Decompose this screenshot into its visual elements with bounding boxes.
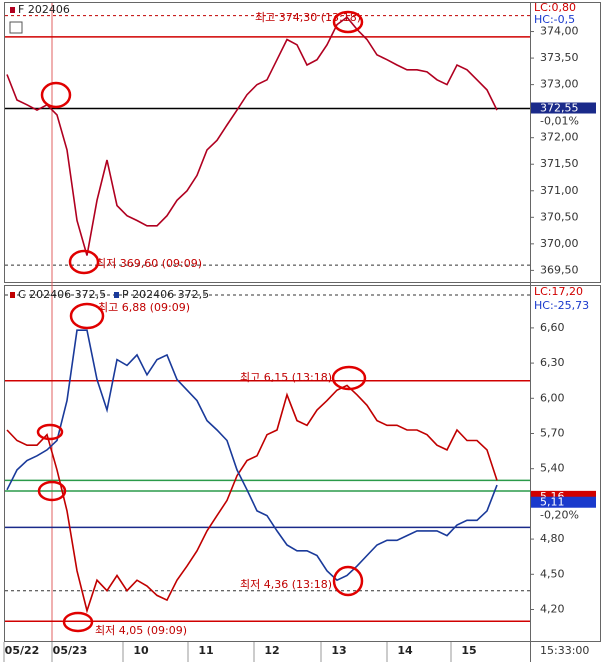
price-tag xyxy=(531,496,596,508)
price-line xyxy=(6,16,498,256)
info-label: HC:-0,5 xyxy=(534,13,575,26)
highlight-circle xyxy=(68,249,100,275)
x-tick-label: 12 xyxy=(264,644,279,657)
highlight-circle xyxy=(69,302,105,330)
price-tag-label: 372,55 xyxy=(540,102,579,115)
y-tick-label: 371,50 xyxy=(540,157,579,170)
y-tick-label: 5,70 xyxy=(540,426,565,439)
legend-label: P 202406 372,5 xyxy=(122,288,209,301)
y-tick-label: 370,50 xyxy=(540,210,579,223)
price-tag xyxy=(531,490,596,502)
x-tick-label: 10 xyxy=(133,644,149,657)
change-label: -0,01% xyxy=(540,115,579,128)
y-tick-label: 4,80 xyxy=(540,532,565,545)
x-tick-label: 15 xyxy=(461,644,476,657)
info-label: LC:17,20 xyxy=(534,285,583,298)
y-tick-label: 6,00 xyxy=(540,391,565,404)
highlight-circle xyxy=(62,611,94,633)
time-label: 15:33:00 xyxy=(540,644,589,657)
info-label: HC:-25,73 xyxy=(534,299,589,312)
y-tick-label: 370,00 xyxy=(540,237,579,250)
annotation: 최저 4,36 (13:18) xyxy=(240,578,332,591)
change-label: -0,20% xyxy=(540,509,579,522)
y-tick-label: 371,00 xyxy=(540,184,579,197)
x-tick-label: 11 xyxy=(198,644,213,657)
x-tick-label: 14 xyxy=(397,644,413,657)
y-tick-label: 373,50 xyxy=(540,51,579,64)
highlight-circle xyxy=(37,480,67,502)
x-tick-label: 05/22 xyxy=(5,644,40,657)
x-tick-label: 05/23 xyxy=(53,644,88,657)
price-line xyxy=(6,329,498,582)
highlight-circle xyxy=(331,365,367,391)
legend-label: F 202406 xyxy=(18,3,70,16)
annotation: 최고 6,88 (09:09) xyxy=(98,301,190,314)
y-tick-label: 4,20 xyxy=(540,602,565,615)
y-tick-label: 6,30 xyxy=(540,356,565,369)
price-tag-label: 5,11 xyxy=(540,496,565,509)
y-tick-label: 4,50 xyxy=(540,567,565,580)
y-tick-label: 369,50 xyxy=(540,263,579,276)
annotation: 최저 4,05 (09:09) xyxy=(95,624,187,637)
y-tick-label: 372,00 xyxy=(540,131,579,144)
y-tick-label: 5,40 xyxy=(540,462,565,475)
highlight-circle xyxy=(36,423,64,441)
legend-label: C 202406 372,5 xyxy=(18,288,106,301)
highlight-circle xyxy=(332,565,364,597)
price-line xyxy=(6,384,498,614)
annotation: 최고 6,15 (13:18) xyxy=(240,371,332,384)
legend-swatch xyxy=(10,7,15,13)
table-icon xyxy=(9,21,23,34)
x-tick-label: 13 xyxy=(331,644,346,657)
panel-frame xyxy=(4,2,601,283)
highlight-circle xyxy=(40,81,72,109)
price-tag xyxy=(531,102,596,114)
y-tick-label: 6,60 xyxy=(540,321,565,334)
legend-swatch xyxy=(10,292,15,298)
legend-swatch xyxy=(114,292,119,298)
info-label: LC:0,80 xyxy=(534,1,576,14)
y-tick-label: 374,00 xyxy=(540,25,579,38)
annotation: 최저 369,60 (09:09) xyxy=(96,257,202,270)
highlight-circle xyxy=(332,10,364,34)
y-tick-label: 373,00 xyxy=(540,78,579,91)
